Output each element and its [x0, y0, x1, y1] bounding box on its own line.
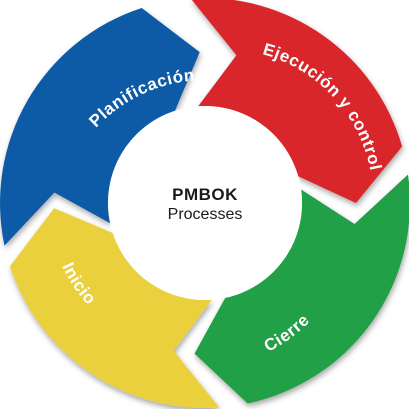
segment-ejecucion: [191, 0, 403, 203]
center-hub: [108, 106, 302, 300]
segment-inicio: [10, 208, 220, 409]
segment-cierre: [194, 174, 409, 404]
center-subtitle: Processes: [168, 206, 243, 223]
center-title: PMBOK: [172, 185, 238, 204]
segment-planificacion: [0, 8, 200, 246]
